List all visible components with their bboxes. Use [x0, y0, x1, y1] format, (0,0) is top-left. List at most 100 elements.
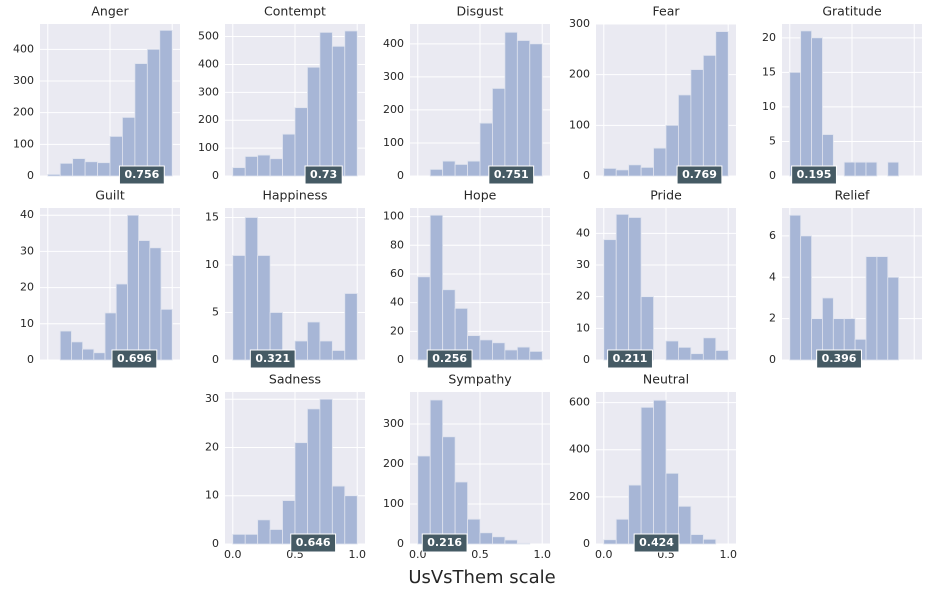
- y-tick-label: 100: [569, 118, 590, 131]
- y-tick-label: 200: [13, 106, 34, 119]
- histogram-bar: [690, 353, 704, 361]
- histogram-bar: [504, 539, 518, 545]
- histogram-bar: [678, 346, 692, 361]
- subplot-title: Hope: [464, 188, 497, 203]
- y-tick-label: 40: [20, 208, 34, 221]
- y-tick-label: 60: [390, 267, 404, 280]
- mean-box: [111, 349, 158, 369]
- histogram-bar: [854, 161, 867, 177]
- y-tick-label: 200: [198, 113, 219, 126]
- mean-value: 0.751: [494, 168, 529, 181]
- y-tick-label: 0: [27, 169, 34, 182]
- histogram-bar: [417, 276, 431, 361]
- subplot: Disgust 0 100 200 300 400 0.751: [383, 4, 550, 185]
- subplot-title: Sadness: [269, 372, 321, 387]
- y-tick-label: 0: [212, 537, 219, 550]
- histogram-bar: [865, 161, 878, 177]
- subplot-title: Gratitude: [822, 4, 882, 19]
- y-tick-label: 2: [769, 312, 776, 325]
- x-tick-label: 0.0: [224, 548, 242, 561]
- mean-box: [249, 349, 296, 369]
- histogram-bar: [331, 45, 346, 177]
- histogram-bar: [59, 330, 72, 361]
- histogram-bar: [702, 538, 717, 545]
- histogram-bar: [344, 293, 358, 361]
- mean-value: 0.424: [639, 536, 674, 549]
- histogram-bar: [665, 472, 679, 545]
- y-tick-label: 4: [769, 270, 776, 283]
- y-tick-label: 400: [383, 37, 404, 50]
- y-tick-label: 0: [769, 353, 776, 366]
- histogram-bar: [665, 340, 679, 361]
- y-tick-label: 300: [383, 417, 404, 430]
- histogram-bar: [800, 235, 812, 361]
- histogram-bar: [319, 398, 333, 545]
- y-tick-label: 10: [576, 321, 590, 334]
- y-tick-label: 0: [212, 353, 219, 366]
- histogram-bar: [72, 158, 86, 177]
- mean-value: 0.396: [822, 352, 857, 365]
- histogram-bar: [887, 161, 900, 177]
- y-tick-label: 10: [762, 100, 776, 113]
- y-tick-label: 300: [569, 17, 590, 30]
- y-tick-label: 400: [13, 42, 34, 55]
- mean-value: 0.195: [797, 168, 832, 181]
- histogram-bar: [690, 69, 704, 177]
- histogram-bar: [615, 518, 630, 545]
- subplot: Relief 0 2 4 6 0.396: [769, 188, 922, 369]
- histogram-bar: [800, 30, 812, 177]
- mean-box: [118, 165, 165, 185]
- x-tick-label: 0.5: [471, 548, 489, 561]
- mean-box: [607, 349, 653, 369]
- y-tick-label: 0: [769, 169, 776, 182]
- histogram-bar: [516, 40, 531, 177]
- y-tick-label: 0: [397, 353, 404, 366]
- y-tick-label: 200: [569, 68, 590, 81]
- histogram-bar: [715, 31, 729, 177]
- histogram-bar: [504, 349, 518, 361]
- histogram-bar: [319, 340, 333, 361]
- mean-label: 0.256: [426, 349, 473, 369]
- mean-value: 0.769: [682, 168, 717, 181]
- subplot: Gratitude 0 5 10 15 20 0.195: [762, 4, 922, 185]
- y-tick-label: 300: [13, 74, 34, 87]
- y-tick-label: 6: [769, 229, 776, 242]
- subplot-title: Fear: [653, 4, 681, 19]
- mean-box: [816, 349, 862, 369]
- mean-label: 0.216: [421, 533, 468, 553]
- subplot: Contempt 0 100 200 300 400 500 0.73: [198, 4, 365, 185]
- y-tick-label: 10: [205, 258, 219, 271]
- histogram-bar: [615, 169, 630, 177]
- y-tick-label: 0: [583, 353, 590, 366]
- histogram-bar: [529, 43, 543, 177]
- mean-label: 0.321: [249, 349, 296, 369]
- histogram-bar: [603, 239, 617, 361]
- subplot-title: Relief: [835, 188, 870, 203]
- histogram-bar: [454, 164, 468, 177]
- mean-label: 0.751: [488, 165, 535, 185]
- histogram-bar: [146, 48, 161, 177]
- histogram-bar: [232, 167, 246, 177]
- histogram-bar: [97, 162, 111, 177]
- subplot-title: Guilt: [95, 188, 125, 203]
- histogram-bar: [244, 156, 259, 177]
- histogram-bar: [344, 495, 358, 545]
- histogram-bar: [269, 158, 283, 177]
- mean-value: 0.756: [124, 168, 159, 181]
- y-tick-label: 100: [383, 210, 404, 223]
- histogram-bar: [160, 308, 173, 361]
- mean-box: [791, 165, 837, 185]
- mean-label: 0.73: [304, 165, 343, 185]
- histogram-bar: [115, 283, 128, 361]
- histogram-bar: [84, 161, 98, 177]
- mean-value: 0.256: [432, 352, 467, 365]
- subplot: Pride 0 10 20 30 40 0.211: [576, 188, 736, 369]
- histogram-bar: [811, 37, 823, 177]
- histogram-bar: [257, 519, 271, 545]
- histogram-bar: [93, 352, 106, 361]
- histogram-bar: [479, 532, 493, 545]
- histogram-bar: [516, 346, 531, 361]
- y-tick-label: 20: [390, 324, 404, 337]
- y-tick-label: 0: [397, 169, 404, 182]
- x-axis-label: UsVsThem scale: [408, 567, 555, 588]
